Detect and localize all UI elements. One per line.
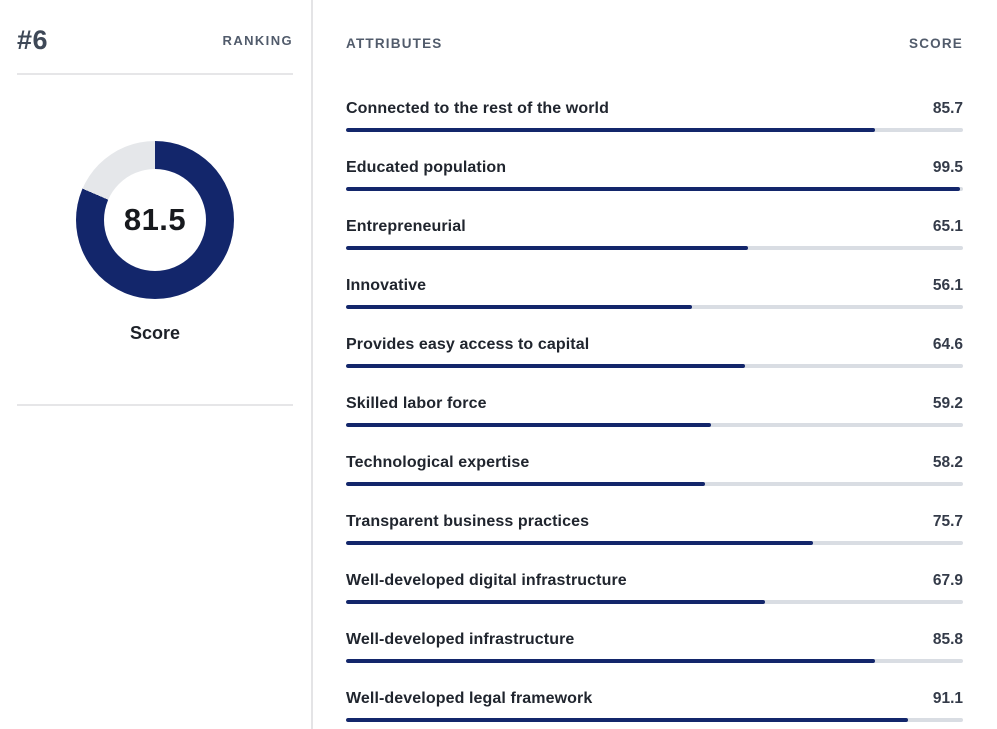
attribute-row-text: Entrepreneurial 65.1: [346, 217, 963, 236]
attribute-bar-fill: [346, 659, 876, 663]
rank-number: #6: [17, 25, 49, 55]
attribute-label: Skilled labor force: [346, 395, 487, 412]
attribute-score: 65.1: [932, 218, 963, 235]
attribute-label: Transparent business practices: [346, 513, 590, 530]
attribute-label: Well-developed digital infrastructure: [346, 572, 627, 589]
attribute-bar-track: [346, 541, 963, 545]
attribute-row: Technological expertise 58.2: [346, 427, 963, 486]
ranking-panel: #6 RANKING 81.5 Score: [0, 0, 313, 729]
attribute-bar-fill: [346, 128, 875, 132]
attribute-label: Connected to the rest of the world: [346, 100, 609, 117]
attribute-bar-fill: [346, 541, 814, 545]
attribute-row: Skilled labor force 59.2: [346, 368, 963, 427]
attribute-bar-track: [346, 187, 963, 191]
attribute-score: 59.2: [932, 395, 963, 412]
attribute-label: Educated population: [346, 159, 507, 176]
attribute-score: 91.1: [932, 690, 963, 707]
attribute-label: Provides easy access to capital: [346, 336, 590, 353]
attribute-label: Innovative: [346, 277, 427, 294]
attribute-score: 85.7: [932, 100, 963, 117]
ranking-divider: [17, 73, 293, 75]
attribute-bar-track: [346, 659, 963, 663]
attribute-bar-track: [346, 246, 963, 250]
score-value: 81.5: [123, 202, 187, 237]
attribute-row-text: Transparent business practices 75.7: [346, 512, 963, 531]
attributes-list: Connected to the rest of the world 85.7 …: [346, 73, 963, 722]
attribute-row-text: Skilled labor force 59.2: [346, 394, 963, 413]
attribute-bar-track: [346, 600, 963, 604]
attribute-bar-fill: [346, 423, 712, 427]
attribute-bar-track: [346, 718, 963, 722]
attribute-score: 64.6: [932, 336, 963, 353]
attributes-header-row: ATTRIBUTES SCORE: [346, 36, 963, 51]
attribute-bar-fill: [346, 718, 909, 722]
attribute-bar-fill: [346, 187, 960, 191]
attribute-row-text: Innovative 56.1: [346, 276, 963, 295]
attribute-score: 56.1: [932, 277, 963, 294]
attribute-score: 58.2: [932, 454, 963, 471]
attribute-bar-track: [346, 128, 963, 132]
attribute-row: Innovative 56.1: [346, 250, 963, 309]
attribute-label: Technological expertise: [346, 454, 530, 471]
attribute-score: 75.7: [932, 513, 963, 530]
attribute-row-text: Well-developed infrastructure 85.8: [346, 630, 963, 649]
attribute-bar-track: [346, 482, 963, 486]
attributes-column-header: ATTRIBUTES: [346, 36, 443, 51]
attribute-label: Well-developed legal framework: [346, 690, 593, 707]
score-donut: 81.5: [76, 141, 234, 299]
attribute-row-text: Educated population 99.5: [346, 158, 963, 177]
attribute-row: Well-developed digital infrastructure 67…: [346, 545, 963, 604]
attribute-row: Entrepreneurial 65.1: [346, 191, 963, 250]
attribute-row: Well-developed infrastructure 85.8: [346, 604, 963, 663]
score-donut-wrapper: 81.5: [17, 141, 293, 299]
attribute-row-text: Well-developed legal framework 91.1: [346, 689, 963, 708]
attribute-bar-track: [346, 364, 963, 368]
score-donut-hole: 81.5: [104, 169, 206, 271]
ranking-header: #6 RANKING: [17, 25, 293, 56]
ranking-label: RANKING: [222, 33, 293, 48]
attribute-row: Connected to the rest of the world 85.7: [346, 73, 963, 132]
attributes-panel: ATTRIBUTES SCORE Connected to the rest o…: [313, 0, 997, 729]
attribute-label: Entrepreneurial: [346, 218, 466, 235]
attribute-score: 67.9: [932, 572, 963, 589]
score-column-header: SCORE: [908, 36, 963, 51]
score-caption: Score: [129, 323, 181, 343]
attribute-row: Well-developed legal framework 91.1: [346, 663, 963, 722]
attribute-row: Educated population 99.5: [346, 132, 963, 191]
attribute-bar-fill: [346, 482, 706, 486]
attribute-bar-fill: [346, 600, 765, 604]
attribute-row-text: Well-developed digital infrastructure 67…: [346, 571, 963, 590]
attribute-score: 85.8: [932, 631, 963, 648]
attribute-row-text: Technological expertise 58.2: [346, 453, 963, 472]
attribute-bar-track: [346, 423, 963, 427]
attribute-label: Well-developed infrastructure: [346, 631, 575, 648]
attribute-row-text: Connected to the rest of the world 85.7: [346, 99, 963, 118]
score-divider: [17, 404, 293, 406]
attribute-row: Provides easy access to capital 64.6: [346, 309, 963, 368]
attribute-row: Transparent business practices 75.7: [346, 486, 963, 545]
attribute-score: 99.5: [932, 159, 963, 176]
attribute-row-text: Provides easy access to capital 64.6: [346, 335, 963, 354]
attribute-bar-fill: [346, 364, 745, 368]
attribute-bar-track: [346, 305, 963, 309]
attribute-bar-fill: [346, 305, 693, 309]
attribute-bar-fill: [346, 246, 748, 250]
